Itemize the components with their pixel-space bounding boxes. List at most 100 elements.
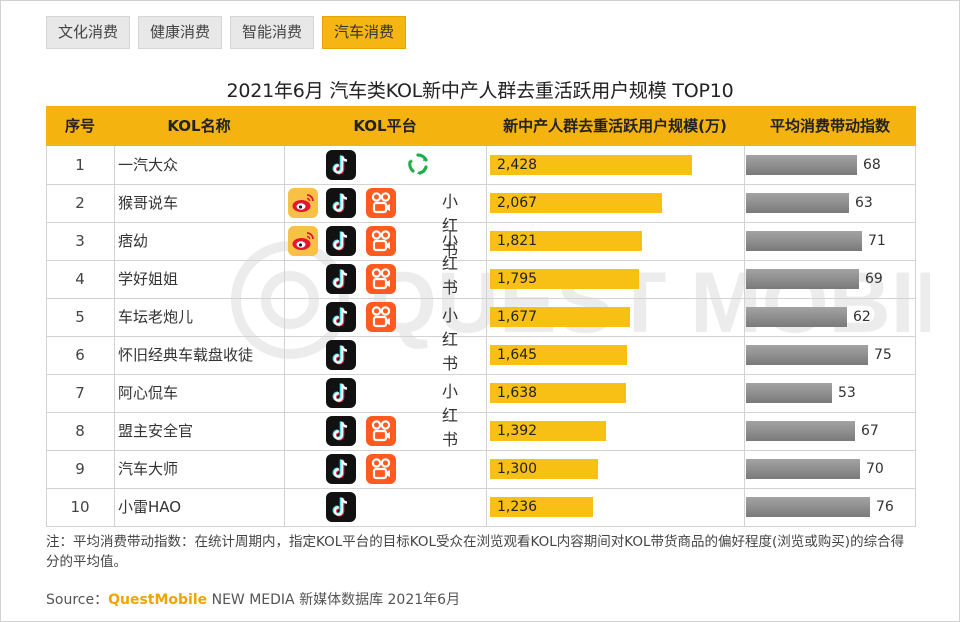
header-kol-name: KOL名称 [167, 117, 231, 135]
category-tabs: 文化消费 健康消费 智能消费 汽车消费 [46, 16, 407, 49]
douyin-icon [326, 454, 356, 484]
active-users-bar [490, 459, 598, 479]
table-row: 2 猴哥说车 小红书 2,067 63 [46, 184, 916, 259]
active-users-bar [490, 307, 630, 327]
consumption-index-bar [746, 193, 849, 213]
active-users-label: 1,638 [497, 385, 538, 401]
header-consumption-index: 平均消费带动指数 [769, 117, 890, 135]
kuaishou-icon [366, 416, 396, 446]
consumption-index-bar [746, 421, 855, 441]
header-active-users: 新中产人群去重活跃用户规模(万) [503, 117, 727, 135]
tab-health[interactable]: 健康消费 [138, 16, 223, 49]
tab-culture[interactable]: 文化消费 [46, 16, 131, 49]
column-divider [744, 146, 745, 526]
row-rank: 4 [75, 270, 85, 288]
active-users-label: 2,067 [497, 195, 538, 211]
row-rank: 10 [70, 498, 90, 516]
row-rank: 6 [75, 346, 85, 364]
douyin-icon [326, 226, 356, 256]
row-kol-name: 盟主安全官 [118, 422, 194, 440]
row-rank: 1 [75, 156, 85, 174]
consumption-index-bar [746, 383, 832, 403]
kuaishou-icon [366, 226, 396, 256]
table-row: 9 汽车大师 1,300 70 [46, 450, 916, 489]
active-users-label: 1,795 [497, 271, 538, 287]
douyin-icon [326, 188, 356, 218]
header-rank: 序号 [64, 117, 95, 135]
active-users-bar [490, 345, 627, 365]
table-row: 5 车坛老炮儿 小红书 1,677 62 [46, 298, 916, 373]
douyin-icon [326, 378, 356, 408]
table-row: 1 一汽大众 2,428 68 [46, 146, 916, 185]
row-kol-name: 汽车大师 [118, 460, 179, 478]
consumption-index-bar [746, 155, 857, 175]
chart-title: 2021年6月 汽车类KOL新中产人群去重活跃用户规模 TOP10 [226, 80, 734, 102]
consumption-index-label: 76 [876, 499, 894, 515]
active-users-bar [490, 269, 639, 289]
xiaohongshu-icon: 小红书 [442, 192, 459, 259]
active-users-bar [490, 193, 662, 213]
consumption-index-bar [746, 269, 859, 289]
active-users-label: 1,392 [497, 423, 538, 439]
row-kol-name: 阿心侃车 [118, 384, 179, 402]
footnote: 注：平均消费带动指数：在统计周期内，指定KOL平台的目标KOL受众在浏览观看KO… [46, 534, 905, 570]
kuaishou-icon [366, 188, 396, 218]
active-users-bar [490, 383, 626, 403]
source-rest: NEW MEDIA 新媒体数据库 2021年6月 [207, 592, 461, 608]
consumption-index-bar [746, 459, 860, 479]
active-users-label: 1,300 [497, 461, 538, 477]
source-line: Source：QuestMobile NEW MEDIA 新媒体数据库 2021… [46, 589, 460, 609]
active-users-bar [490, 231, 642, 251]
consumption-index-label: 70 [866, 461, 884, 477]
active-users-bar [490, 497, 593, 517]
active-users-label: 2,428 [497, 157, 538, 173]
row-rank: 7 [75, 384, 85, 402]
consumption-index-label: 67 [861, 423, 879, 439]
table-border [915, 146, 916, 526]
consumption-index-label: 69 [865, 271, 883, 287]
consumption-index-bar [746, 497, 870, 517]
table-header: 序号 KOL名称 KOL平台 新中产人群去重活跃用户规模(万) 平均消费带动指数 [46, 106, 916, 146]
xiaohongshu-icon: 小红书 [442, 230, 459, 297]
row-rank: 5 [75, 308, 85, 326]
row-kol-name: 猴哥说车 [118, 194, 179, 212]
column-divider [284, 146, 285, 526]
table-row: 7 阿心侃车 小红书 1,638 53 [46, 374, 916, 449]
column-divider [486, 146, 487, 526]
row-rank: 9 [75, 460, 85, 478]
kuaishou-icon [366, 264, 396, 294]
source-label: Source： [46, 592, 109, 608]
table-row: 4 学好姐姐 1,795 69 [46, 260, 916, 299]
green-swirl-icon [404, 150, 434, 180]
douyin-icon [326, 150, 356, 180]
consumption-index-label: 63 [855, 195, 873, 211]
row-rank: 8 [75, 422, 85, 440]
consumption-index-bar [746, 345, 868, 365]
douyin-icon [326, 492, 356, 522]
table-row: 6 怀旧经典车载盘收徒 1,645 75 [46, 336, 916, 375]
consumption-index-label: 53 [838, 385, 856, 401]
row-kol-name: 车坛老炮儿 [118, 308, 194, 326]
active-users-bar [490, 155, 692, 175]
tab-smart[interactable]: 智能消费 [230, 16, 315, 49]
douyin-icon [326, 416, 356, 446]
column-divider [114, 146, 115, 526]
row-rank: 3 [75, 232, 85, 250]
tab-auto[interactable]: 汽车消费 [322, 16, 407, 49]
kuaishou-icon [366, 454, 396, 484]
table-border [46, 146, 47, 526]
table-row: 3 痞幼 小红书 1,821 71 [46, 222, 916, 297]
row-kol-name: 学好姐姐 [118, 270, 179, 288]
row-rank: 2 [75, 194, 85, 212]
table-row: 10 小雷HAO 1,236 76 [46, 488, 916, 527]
kuaishou-icon [366, 302, 396, 332]
consumption-index-label: 75 [874, 347, 892, 363]
row-kol-name: 一汽大众 [118, 156, 179, 174]
row-kol-name: 痞幼 [118, 232, 149, 250]
douyin-icon [326, 340, 356, 370]
active-users-label: 1,677 [497, 309, 538, 325]
douyin-icon [326, 302, 356, 332]
xiaohongshu-icon: 小红书 [442, 382, 459, 449]
active-users-bar [490, 421, 606, 441]
consumption-index-bar [746, 231, 862, 251]
